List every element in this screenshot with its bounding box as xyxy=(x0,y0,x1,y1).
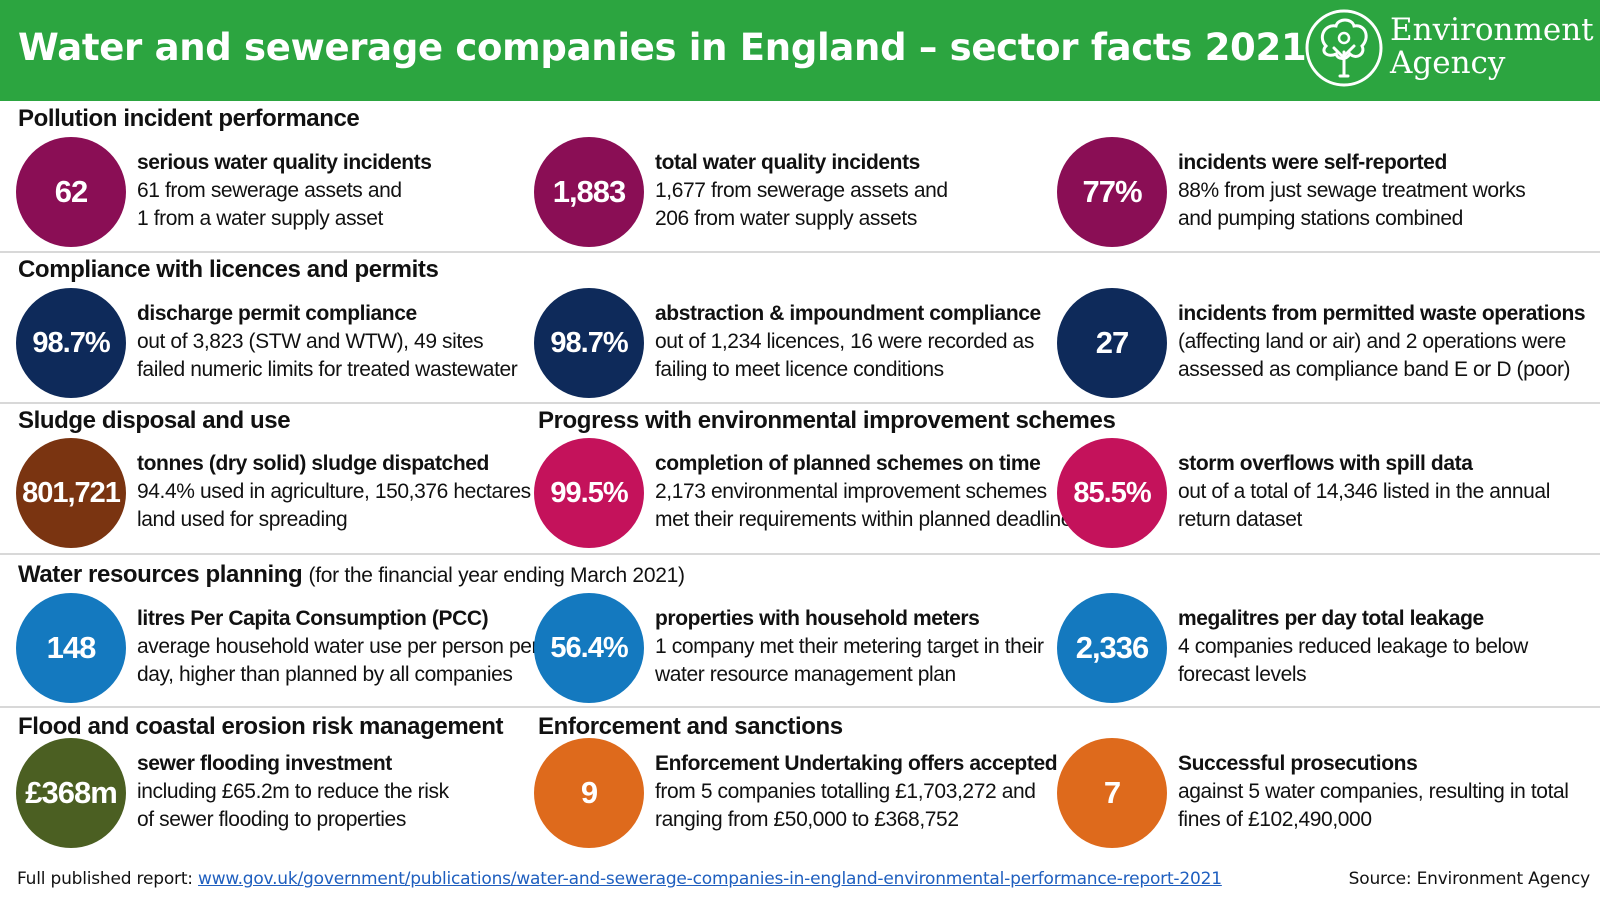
stat-prosecutions: 7 Successful prosecutions against 5 wate… xyxy=(1057,738,1587,850)
stat-description: (affecting land or air) and 2 operations… xyxy=(1178,330,1566,353)
stat-description: out of a total of 14,346 listed in the a… xyxy=(1178,480,1550,503)
stat-description: average household water use per person p… xyxy=(137,635,539,658)
stat-household-meters: 56.4% properties with household meters 1… xyxy=(534,593,1064,705)
stat-description: fines of £102,490,000 xyxy=(1178,808,1372,831)
stat-circle: 98.7% xyxy=(16,288,126,398)
stat-circle: 98.7% xyxy=(534,288,644,398)
stat-description: 1 from a water supply asset xyxy=(137,207,383,230)
footer-label: Full published report: xyxy=(17,869,199,889)
stat-circle: 99.5% xyxy=(534,438,644,548)
stat-heading: incidents from permitted waste operation… xyxy=(1178,302,1586,325)
stat-description: failing to meet licence conditions xyxy=(655,358,944,381)
section-divider xyxy=(0,553,1600,555)
stat-description: day, higher than planned by all companie… xyxy=(137,663,513,686)
stat-description: and pumping stations combined xyxy=(1178,207,1463,230)
stat-description: 94.4% used in agriculture, 150,376 hecta… xyxy=(137,480,531,503)
stat-description: 1,677 from sewerage assets and xyxy=(655,179,948,202)
stat-total-leakage: 2,336 megalitres per day total leakage 4… xyxy=(1057,593,1587,705)
stat-total-incidents: 1,883 total water quality incidents 1,67… xyxy=(534,137,1064,249)
stat-serious-incidents: 62 serious water quality incidents 61 fr… xyxy=(16,137,546,249)
stat-description: 1 company met their metering target in t… xyxy=(655,635,1044,658)
stat-heading: serious water quality incidents xyxy=(137,151,432,174)
report-link[interactable]: www.gov.uk/government/publications/water… xyxy=(198,869,1222,889)
section-title-progress: Progress with environmental improvement … xyxy=(538,407,1116,434)
source-credit: Source: Environment Agency xyxy=(1348,869,1591,889)
stat-circle: 148 xyxy=(16,593,126,703)
stat-description: out of 1,234 licences, 16 were recorded … xyxy=(655,330,1034,353)
header-banner: Water and sewerage companies in England … xyxy=(0,0,1600,101)
stat-circle: 27 xyxy=(1057,288,1167,398)
stat-description: from 5 companies totalling £1,703,272 an… xyxy=(655,780,1036,803)
environment-agency-logo: Environment Agency xyxy=(1304,8,1594,88)
logo-wordmark: Environment Agency xyxy=(1390,14,1594,80)
stat-heading: incidents were self-reported xyxy=(1178,151,1447,174)
stat-waste-operations: 27 incidents from permitted waste operat… xyxy=(1057,288,1587,400)
stat-circle: 77% xyxy=(1057,137,1167,247)
section-title-flood: Flood and coastal erosion risk managemen… xyxy=(18,713,504,740)
stat-description: 61 from sewerage assets and xyxy=(137,179,402,202)
stat-enforcement-undertakings: 9 Enforcement Undertaking offers accepte… xyxy=(534,738,1064,850)
stat-circle: 62 xyxy=(16,137,126,247)
section-title-pollution: Pollution incident performance xyxy=(18,105,360,132)
stat-description: 4 companies reduced leakage to below xyxy=(1178,635,1528,658)
section-title-compliance: Compliance with licences and permits xyxy=(18,256,439,283)
stat-heading: total water quality incidents xyxy=(655,151,920,174)
stat-description: 2,173 environmental improvement schemes xyxy=(655,480,1047,503)
stat-per-capita-consumption: 148 litres Per Capita Consumption (PCC) … xyxy=(16,593,546,705)
stat-circle: 9 xyxy=(534,738,644,848)
stat-heading: litres Per Capita Consumption (PCC) xyxy=(137,607,489,630)
stat-heading: Successful prosecutions xyxy=(1178,752,1418,775)
section-divider xyxy=(0,706,1600,708)
stat-circle: 2,336 xyxy=(1057,593,1167,703)
stat-storm-overflows: 85.5% storm overflows with spill data ou… xyxy=(1057,438,1587,550)
section-divider xyxy=(0,402,1600,404)
stat-discharge-compliance: 98.7% discharge permit compliance out of… xyxy=(16,288,546,400)
section-divider xyxy=(0,251,1600,253)
stat-description: land used for spreading xyxy=(137,508,348,531)
stat-self-reported: 77% incidents were self-reported 88% fro… xyxy=(1057,137,1587,249)
stat-heading: abstraction & impoundment compliance xyxy=(655,302,1041,325)
page-title: Water and sewerage companies in England … xyxy=(18,26,1307,69)
water-resources-title: Water resources planning xyxy=(18,561,303,588)
stat-heading: megalitres per day total leakage xyxy=(1178,607,1484,630)
stat-circle: £368m xyxy=(16,738,126,848)
stat-description: water resource management plan xyxy=(655,663,956,686)
stat-description: met their requirements within planned de… xyxy=(655,508,1083,531)
stat-description: failed numeric limits for treated wastew… xyxy=(137,358,518,381)
stat-description: return dataset xyxy=(1178,508,1302,531)
tree-emblem-icon xyxy=(1305,9,1383,87)
stat-description: including £65.2m to reduce the risk xyxy=(137,780,449,803)
stat-description: forecast levels xyxy=(1178,663,1307,686)
stat-description: against 5 water companies, resulting in … xyxy=(1178,780,1569,803)
footer-report: Full published report: www.gov.uk/govern… xyxy=(17,869,1222,889)
stat-heading: storm overflows with spill data xyxy=(1178,452,1473,475)
section-title-water-resources: Water resources planning (for the financ… xyxy=(18,561,685,589)
stat-heading: discharge permit compliance xyxy=(137,302,417,325)
stat-circle: 7 xyxy=(1057,738,1167,848)
stat-heading: Enforcement Undertaking offers accepted xyxy=(655,752,1058,775)
stat-circle: 1,883 xyxy=(534,137,644,247)
stat-heading: sewer flooding investment xyxy=(137,752,392,775)
stat-heading: properties with household meters xyxy=(655,607,980,630)
stat-heading: completion of planned schemes on time xyxy=(655,452,1041,475)
stat-circle: 56.4% xyxy=(534,593,644,703)
stat-description: ranging from £50,000 to £368,752 xyxy=(655,808,959,831)
stat-circle: 801,721 xyxy=(16,438,126,548)
stat-description: assessed as compliance band E or D (poor… xyxy=(1178,358,1571,381)
stat-description: 206 from water supply assets xyxy=(655,207,917,230)
stat-abstraction-compliance: 98.7% abstraction & impoundment complian… xyxy=(534,288,1064,400)
section-title-enforcement: Enforcement and sanctions xyxy=(538,713,843,740)
stat-heading: tonnes (dry solid) sludge dispatched xyxy=(137,452,489,475)
stat-description: of sewer flooding to properties xyxy=(137,808,406,831)
stat-description: 88% from just sewage treatment works xyxy=(1178,179,1526,202)
water-resources-note: (for the financial year ending March 202… xyxy=(308,564,685,587)
stat-sludge-dispatched: 801,721 tonnes (dry solid) sludge dispat… xyxy=(16,438,546,550)
stat-description: out of 3,823 (STW and WTW), 49 sites xyxy=(137,330,484,353)
stat-circle: 85.5% xyxy=(1057,438,1167,548)
section-title-sludge: Sludge disposal and use xyxy=(18,407,291,434)
logo-line-1: Environment xyxy=(1390,12,1594,48)
stat-schemes-on-time: 99.5% completion of planned schemes on t… xyxy=(534,438,1083,550)
stat-sewer-flooding-investment: £368m sewer flooding investment includin… xyxy=(16,738,546,850)
logo-line-2: Agency xyxy=(1390,45,1506,81)
